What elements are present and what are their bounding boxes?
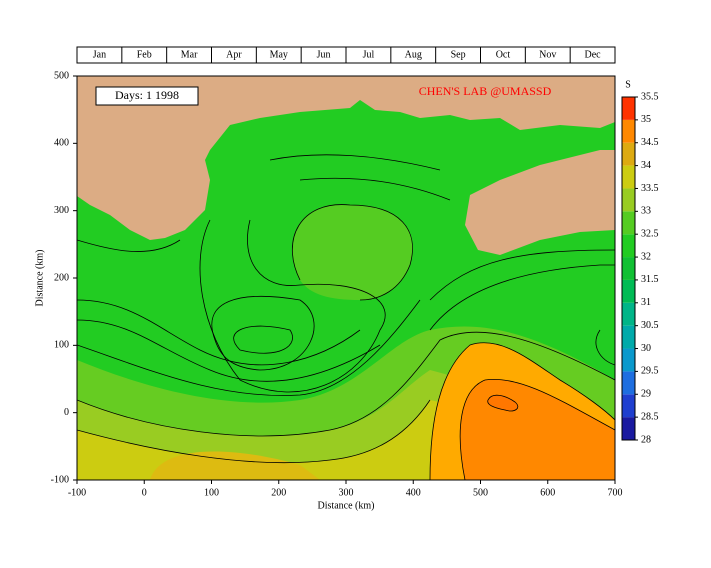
colorbar-segment bbox=[622, 279, 635, 303]
x-tick-label: 500 bbox=[473, 487, 488, 498]
colorbar-tick-label: 32 bbox=[641, 251, 651, 262]
colorbar-segment bbox=[622, 257, 635, 280]
month-label: Jan bbox=[93, 49, 106, 60]
colorbar-tick-label: 33.5 bbox=[641, 183, 659, 194]
y-tick-label: 0 bbox=[64, 407, 69, 418]
salinity-field bbox=[77, 76, 615, 480]
x-tick-label: 100 bbox=[204, 487, 219, 498]
month-label: Aug bbox=[405, 49, 422, 60]
month-label: Feb bbox=[137, 49, 152, 60]
colorbar-tick-label: 33 bbox=[641, 206, 651, 217]
month-label: Oct bbox=[496, 49, 511, 60]
x-tick-label: 0 bbox=[142, 487, 147, 498]
month-label: Dec bbox=[585, 49, 602, 60]
colorbar-tick-label: 31 bbox=[641, 297, 651, 308]
x-tick-label: 400 bbox=[406, 487, 421, 498]
colorbar-segment bbox=[622, 394, 635, 418]
month-label: Sep bbox=[451, 49, 466, 60]
colorbar-segment bbox=[622, 234, 635, 258]
x-tick-label: 600 bbox=[540, 487, 555, 498]
colorbar-tick-label: 32.5 bbox=[641, 228, 659, 239]
colorbar-tick-label: 30 bbox=[641, 343, 651, 354]
colorbar-segment bbox=[622, 142, 635, 166]
credit: CHEN'S LAB @UMASSD bbox=[419, 84, 552, 98]
y-tick-label: -100 bbox=[51, 474, 69, 485]
colorbar-tick-label: 30.5 bbox=[641, 320, 659, 331]
y-tick-label: 500 bbox=[54, 70, 69, 81]
month-label: Nov bbox=[539, 49, 556, 60]
colorbar-segment bbox=[622, 119, 635, 143]
colorbar-tick-label: 29.5 bbox=[641, 366, 659, 377]
colorbar-segment bbox=[622, 97, 635, 120]
y-tick-label: 100 bbox=[54, 340, 69, 351]
colorbar-segment bbox=[622, 302, 635, 326]
x-tick-label: -100 bbox=[68, 487, 86, 498]
colorbar-segment bbox=[622, 325, 635, 349]
colorbar-segment bbox=[622, 348, 635, 372]
date-label: Days: 1 1998 bbox=[115, 88, 179, 102]
month-label: Mar bbox=[181, 49, 198, 60]
colorbar-tick-label: 34 bbox=[641, 160, 651, 171]
colorbar-tick-label: 34.5 bbox=[641, 137, 659, 148]
y-tick-label: 400 bbox=[54, 138, 69, 149]
colorbar-segment bbox=[622, 188, 635, 212]
x-tick-label: 200 bbox=[271, 487, 286, 498]
date-box bbox=[95, 86, 199, 106]
colorbar-tick-label: 31.5 bbox=[641, 274, 659, 285]
colorbar-tick-label: 29 bbox=[641, 389, 651, 400]
x-tick-label: 700 bbox=[608, 487, 623, 498]
colorbar-label: S bbox=[625, 79, 631, 90]
x-axis-label: Distance (km) bbox=[318, 500, 375, 511]
y-tick-label: 300 bbox=[54, 205, 69, 216]
month-label: Jun bbox=[317, 49, 331, 60]
month-label: Jul bbox=[363, 49, 375, 60]
colorbar-segment bbox=[622, 165, 635, 189]
colorbar-segment bbox=[622, 211, 635, 235]
colorbar-tick-label: 35.5 bbox=[641, 91, 659, 102]
land bbox=[77, 76, 615, 255]
colorbar-segment bbox=[622, 417, 635, 440]
colorbar-tick-label: 35 bbox=[641, 114, 651, 125]
colorbar-tick-label: 28.5 bbox=[641, 411, 659, 422]
month-label: May bbox=[270, 49, 288, 60]
y-tick-label: 200 bbox=[54, 272, 69, 283]
colorbar-frame bbox=[621, 96, 636, 441]
colorbar-tick-label: 28 bbox=[641, 434, 651, 445]
y-axis-label: Distance (km) bbox=[34, 250, 45, 307]
x-tick-label: 300 bbox=[339, 487, 354, 498]
month-label: Apr bbox=[226, 49, 242, 60]
colorbar-segment bbox=[622, 371, 635, 395]
